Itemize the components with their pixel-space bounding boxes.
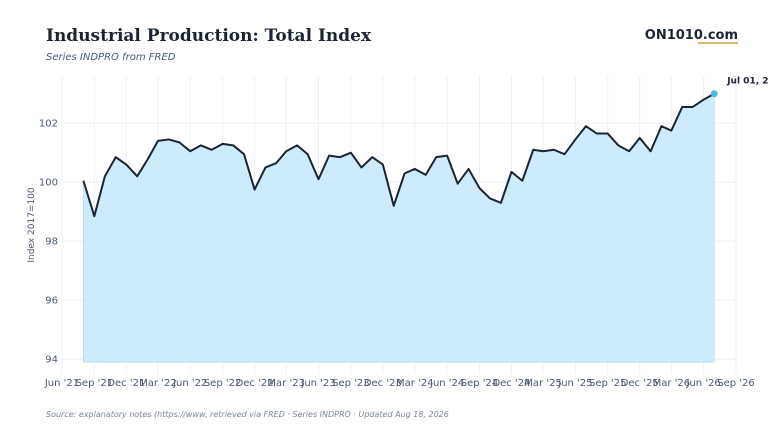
- x-tick-label: Mar '23: [267, 378, 305, 389]
- data-point: [371, 156, 373, 158]
- data-point: [607, 132, 609, 134]
- x-tick-label: Dec '23: [364, 378, 402, 389]
- x-tick-label: Jun '21: [44, 378, 79, 389]
- data-point: [157, 140, 159, 142]
- end-annotation: Jul 01, 20: [726, 77, 768, 87]
- chart-subtitle: Series INDPRO from FRED: [46, 52, 176, 63]
- data-point: [563, 153, 565, 155]
- data-point: [136, 175, 138, 177]
- y-tick-label: 96: [45, 296, 58, 307]
- source-note: Source: explanatory notes (https://www, …: [46, 410, 449, 419]
- x-tick-label: Jun '25: [557, 378, 592, 389]
- data-point: [456, 182, 458, 184]
- y-tick-label: 94: [45, 355, 58, 366]
- data-point: [446, 154, 448, 156]
- data-point: [542, 150, 544, 152]
- data-point: [253, 188, 255, 190]
- data-point: [596, 132, 598, 134]
- data-point: [702, 98, 704, 100]
- data-point: [221, 143, 223, 145]
- series-line: [82, 92, 715, 218]
- x-tick-label: Mar '25: [524, 378, 562, 389]
- data-point: [617, 144, 619, 146]
- data-point: [296, 144, 298, 146]
- data-point: [478, 187, 480, 189]
- data-point: [243, 153, 245, 155]
- end-marker: [710, 90, 718, 98]
- x-tick-label: Sep '24: [461, 378, 499, 389]
- x-tick-label: Dec '25: [621, 378, 659, 389]
- x-tick-label: Sep '21: [76, 378, 114, 389]
- data-point: [104, 175, 106, 177]
- y-tick-label: 98: [45, 237, 58, 248]
- data-point: [628, 150, 630, 152]
- data-point: [317, 178, 319, 180]
- data-point: [168, 138, 170, 140]
- data-point: [489, 197, 491, 199]
- data-point: [275, 162, 277, 164]
- data-point: [649, 150, 651, 152]
- y-axis-label: Index 2017=100: [27, 187, 37, 263]
- data-point: [670, 129, 672, 131]
- data-point: [393, 205, 395, 207]
- data-point: [467, 168, 469, 170]
- x-tick-label: Sep '26: [717, 378, 755, 389]
- x-tick-label: Sep '22: [204, 378, 242, 389]
- data-point: [360, 166, 362, 168]
- data-point: [210, 149, 212, 151]
- data-point: [692, 106, 694, 108]
- brand-underline: [698, 42, 738, 44]
- data-point: [500, 202, 502, 204]
- x-tick-label: Jun '26: [686, 378, 721, 389]
- chart-title: Industrial Production: Total Index: [46, 26, 372, 46]
- data-point: [328, 154, 330, 156]
- data-point: [189, 150, 191, 152]
- data-point: [510, 171, 512, 173]
- data-point: [425, 174, 427, 176]
- x-tick-label: Mar '22: [139, 378, 177, 389]
- x-tick-label: Sep '23: [332, 378, 370, 389]
- data-point: [285, 150, 287, 152]
- data-point: [200, 144, 202, 146]
- data-point: [82, 180, 84, 182]
- x-tick-label: Dec '24: [492, 378, 530, 389]
- data-point: [115, 156, 117, 158]
- data-point: [532, 149, 534, 151]
- data-point: [435, 156, 437, 158]
- area-fill: [83, 93, 715, 363]
- y-tick-label: 102: [39, 119, 58, 130]
- y-tick-label: 100: [39, 178, 58, 189]
- data-point: [382, 163, 384, 165]
- data-point: [681, 106, 683, 108]
- data-point: [574, 138, 576, 140]
- data-point: [350, 152, 352, 154]
- data-point: [125, 163, 127, 165]
- x-tick-label: Jun '22: [172, 378, 207, 389]
- data-point: [178, 141, 180, 143]
- data-point: [660, 125, 662, 127]
- data-point: [553, 149, 555, 151]
- data-point: [232, 144, 234, 146]
- x-tick-label: Dec '21: [107, 378, 145, 389]
- data-point: [639, 137, 641, 139]
- data-point: [403, 172, 405, 174]
- data-point: [93, 215, 95, 217]
- brand-logo: ON1010.com: [644, 28, 738, 43]
- x-tick-label: Sep '25: [589, 378, 627, 389]
- x-tick-label: Mar '24: [396, 378, 434, 389]
- data-point: [521, 180, 523, 182]
- data-point: [147, 157, 149, 159]
- x-tick-label: Jun '23: [300, 378, 335, 389]
- data-point: [264, 166, 266, 168]
- x-tick-label: Dec '22: [236, 378, 274, 389]
- data-point: [306, 153, 308, 155]
- data-point: [339, 156, 341, 158]
- data-point: [585, 125, 587, 127]
- x-tick-label: Jun '24: [429, 378, 464, 389]
- x-tick-label: Mar '26: [653, 378, 691, 389]
- data-point: [414, 168, 416, 170]
